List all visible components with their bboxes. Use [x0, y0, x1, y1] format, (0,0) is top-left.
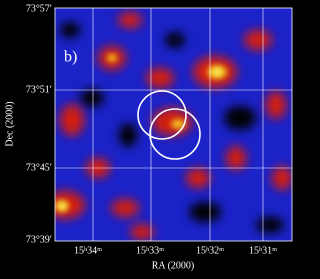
circle: [137, 90, 187, 140]
x-tick-label: 15ʰ31ᵐ: [249, 245, 277, 256]
y-tick-label: 73°39′: [26, 234, 52, 245]
grid: [55, 8, 292, 241]
y-tick-label: 73°57′: [26, 3, 52, 14]
panel-label: b): [64, 49, 77, 66]
x-tick-label: 15ʰ34ᵐ: [74, 245, 102, 256]
circle: [149, 108, 201, 160]
plot-frame: [54, 7, 293, 242]
x-axis-label: RA (2000): [152, 260, 195, 271]
x-tick-label: 15ʰ32ᵐ: [196, 245, 224, 256]
y-tick-label: 73°45′: [26, 162, 52, 173]
source-circles: [137, 90, 201, 160]
y-axis-label: Dec (2000): [4, 101, 15, 146]
y-tick-label: 73°51′: [26, 84, 52, 95]
x-tick-label: 15ʰ33ᵐ: [136, 245, 164, 256]
intensity-map: [55, 8, 292, 241]
